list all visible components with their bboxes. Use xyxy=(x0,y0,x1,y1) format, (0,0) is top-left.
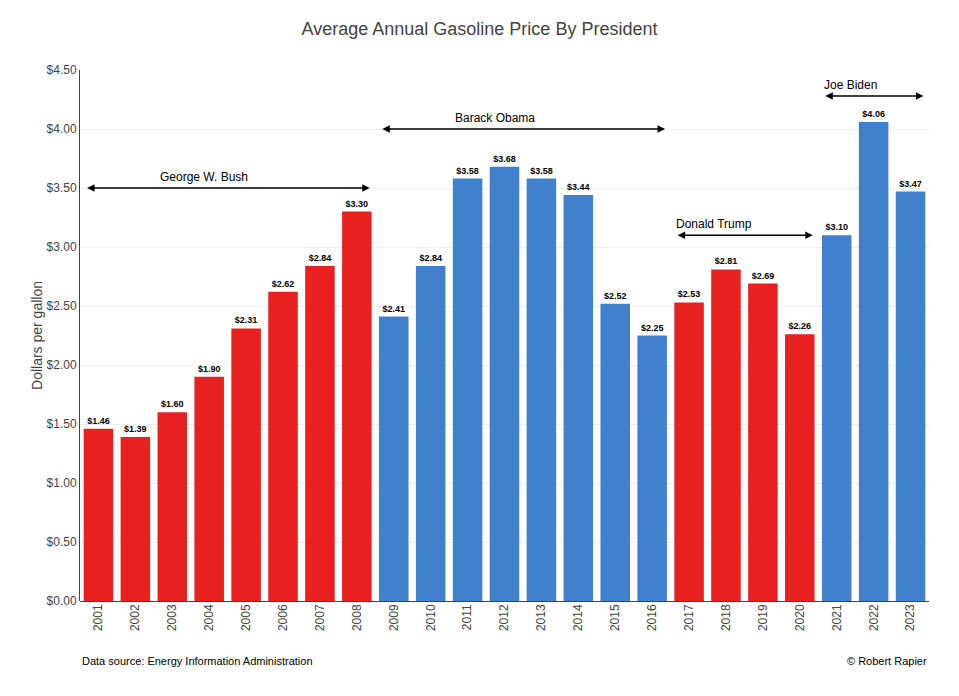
svg-text:$1.90: $1.90 xyxy=(198,364,221,374)
svg-text:$4.50: $4.50 xyxy=(47,63,77,77)
svg-text:Dollars per gallon: Dollars per gallon xyxy=(29,281,45,390)
svg-text:2010: 2010 xyxy=(424,604,438,631)
svg-text:2022: 2022 xyxy=(867,604,881,631)
svg-text:Data source: Energy Informatio: Data source: Energy Information Administ… xyxy=(82,655,313,667)
svg-text:$2.53: $2.53 xyxy=(678,289,701,299)
svg-text:2017: 2017 xyxy=(682,604,696,631)
svg-text:$1.46: $1.46 xyxy=(87,416,110,426)
svg-text:Barack Obama: Barack Obama xyxy=(455,111,535,125)
svg-text:$0.50: $0.50 xyxy=(47,535,77,549)
svg-text:2018: 2018 xyxy=(719,604,733,631)
svg-text:$2.84: $2.84 xyxy=(419,253,442,263)
svg-text:2001: 2001 xyxy=(91,604,105,631)
svg-text:2009: 2009 xyxy=(387,604,401,631)
svg-text:2005: 2005 xyxy=(239,604,253,631)
svg-text:$2.52: $2.52 xyxy=(604,291,627,301)
svg-text:2019: 2019 xyxy=(756,604,770,631)
svg-text:$4.00: $4.00 xyxy=(47,122,77,136)
svg-text:$3.30: $3.30 xyxy=(346,199,369,209)
svg-text:$2.62: $2.62 xyxy=(272,279,295,289)
svg-text:2002: 2002 xyxy=(128,604,142,631)
svg-text:2006: 2006 xyxy=(276,604,290,631)
svg-text:$3.50: $3.50 xyxy=(47,181,77,195)
svg-text:2015: 2015 xyxy=(608,604,622,631)
svg-text:© Robert Rapier: © Robert Rapier xyxy=(847,655,927,667)
svg-text:2016: 2016 xyxy=(645,604,659,631)
svg-text:$2.41: $2.41 xyxy=(382,304,405,314)
svg-text:2008: 2008 xyxy=(350,604,364,631)
svg-text:$4.06: $4.06 xyxy=(862,109,885,119)
svg-text:$3.58: $3.58 xyxy=(530,166,553,176)
svg-text:$2.25: $2.25 xyxy=(641,323,664,333)
svg-text:2020: 2020 xyxy=(793,604,807,631)
svg-text:George W. Bush: George W. Bush xyxy=(160,170,248,184)
svg-text:$2.00: $2.00 xyxy=(47,358,77,372)
svg-text:2023: 2023 xyxy=(903,604,917,631)
svg-text:2013: 2013 xyxy=(534,604,548,631)
svg-text:2012: 2012 xyxy=(497,604,511,631)
svg-text:Joe Biden: Joe Biden xyxy=(824,78,877,92)
svg-text:2014: 2014 xyxy=(571,604,585,631)
svg-text:$2.81: $2.81 xyxy=(715,256,738,266)
svg-text:$0.00: $0.00 xyxy=(47,594,77,608)
svg-text:$3.58: $3.58 xyxy=(456,166,479,176)
svg-text:$2.69: $2.69 xyxy=(752,271,775,281)
svg-text:$2.84: $2.84 xyxy=(309,253,332,263)
svg-text:$3.00: $3.00 xyxy=(47,240,77,254)
svg-text:Average Annual Gasoline Price: Average Annual Gasoline Price By Preside… xyxy=(302,19,658,39)
svg-text:$1.00: $1.00 xyxy=(47,476,77,490)
svg-text:$3.68: $3.68 xyxy=(493,154,516,164)
svg-text:2003: 2003 xyxy=(165,604,179,631)
svg-text:$1.50: $1.50 xyxy=(47,417,77,431)
svg-text:$1.60: $1.60 xyxy=(161,399,184,409)
svg-text:2007: 2007 xyxy=(313,604,327,631)
svg-text:2004: 2004 xyxy=(202,604,216,631)
svg-text:Donald Trump: Donald Trump xyxy=(676,217,752,231)
svg-text:$3.47: $3.47 xyxy=(899,179,922,189)
svg-text:$2.26: $2.26 xyxy=(789,321,812,331)
svg-text:$2.50: $2.50 xyxy=(47,299,77,313)
svg-text:$2.31: $2.31 xyxy=(235,315,258,325)
svg-text:$3.44: $3.44 xyxy=(567,182,590,192)
svg-text:2021: 2021 xyxy=(830,604,844,631)
svg-text:2011: 2011 xyxy=(460,604,474,630)
svg-text:$3.10: $3.10 xyxy=(825,222,848,232)
svg-text:$1.39: $1.39 xyxy=(124,424,147,434)
